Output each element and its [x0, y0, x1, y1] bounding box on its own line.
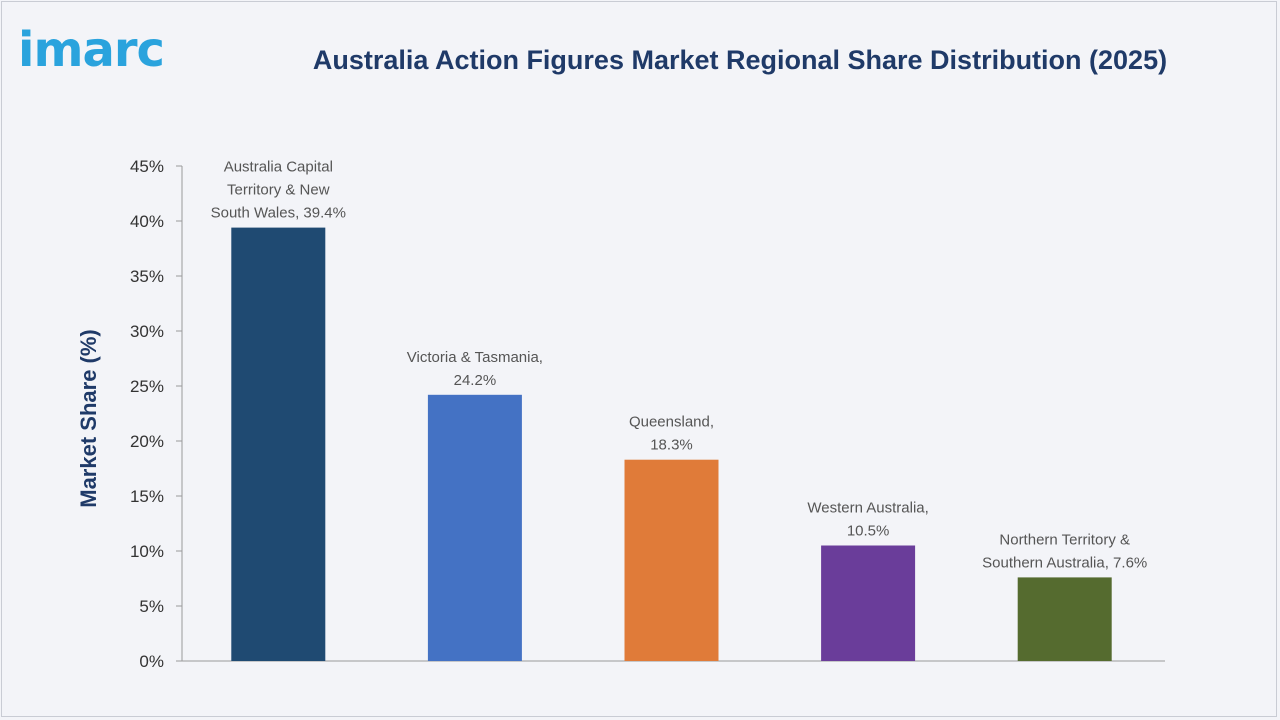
y-axis-label: Market Share (%): [76, 329, 101, 508]
data-label-3: Queensland, 18.3%: [629, 414, 714, 454]
y-tick-label: 40%: [130, 212, 164, 231]
bar-5: [1017, 577, 1112, 661]
y-tick-label: 35%: [130, 267, 164, 286]
y-tick-label: 30%: [130, 322, 164, 341]
imarc-logo: imarc: [18, 22, 165, 78]
data-label-2: Victoria & Tasmania, 24.2%: [407, 349, 543, 389]
logo-text: imarc: [18, 22, 165, 78]
chart-title: Australia Action Figures Market Regional…: [312, 45, 1168, 75]
y-tick-label: 0%: [139, 652, 164, 671]
y-tick-label: 20%: [130, 432, 164, 451]
y-tick-label: 10%: [130, 542, 164, 561]
data-label-1: Australia Capital Territory & New South Wa…: [211, 159, 346, 222]
bar-3: [624, 459, 719, 661]
data-label-4: Western Australia, 10.5%: [807, 500, 928, 540]
y-tick-label: 15%: [130, 487, 164, 506]
y-tick-label: 25%: [130, 377, 164, 396]
bar-2: [427, 394, 522, 661]
bar-1: [231, 227, 326, 661]
bar-4: [821, 545, 916, 661]
data-label-5: Northern Territory & Southern Australia, …: [982, 531, 1147, 571]
y-tick-label: 5%: [139, 597, 164, 616]
y-tick-label: 45%: [130, 157, 164, 176]
